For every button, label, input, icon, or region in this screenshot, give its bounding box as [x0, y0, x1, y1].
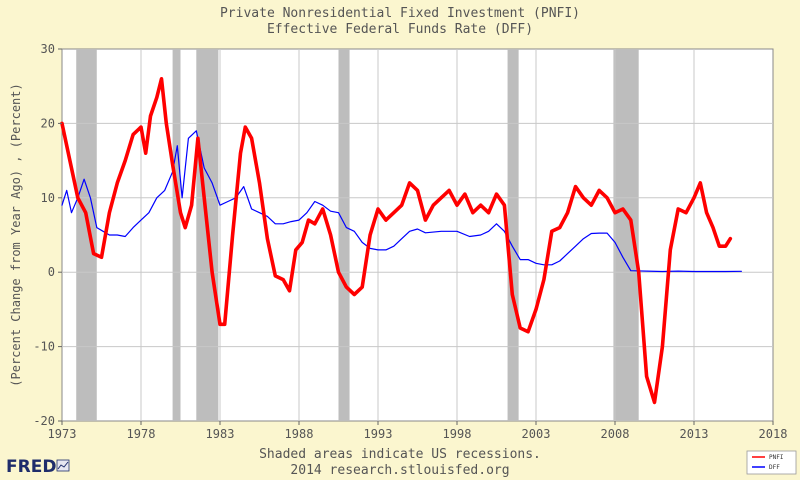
- recession-band-0: [76, 49, 97, 421]
- y-tick-label-1: -10: [33, 340, 55, 354]
- x-tick-label-0: 1973: [48, 427, 77, 441]
- fred-logo-text: FRED: [6, 457, 56, 477]
- footer-source: 2014 research.stlouisfed.org: [290, 463, 509, 478]
- legend-label-dff: DFF: [769, 464, 780, 471]
- x-tick-label-9: 2018: [759, 427, 788, 441]
- x-tick-label-2: 1983: [206, 427, 235, 441]
- y-tick-label-0: -20: [33, 414, 55, 428]
- chart-title: Private Nonresidential Fixed Investment …: [220, 6, 580, 21]
- recession-band-3: [338, 49, 350, 421]
- recession-band-4: [507, 49, 519, 421]
- x-tick-label-5: 1998: [443, 427, 472, 441]
- axis-ticks: 1973 1978 1983 1988 1993 1998 2003 2008 2013 2018…: [33, 42, 787, 441]
- series-line-pnfi: [60, 77, 733, 405]
- x-tick-label-7: 2008: [601, 427, 630, 441]
- x-tick-label-6: 2003: [522, 427, 551, 441]
- series-lines: [60, 77, 743, 405]
- chart-icon: [56, 459, 70, 472]
- fred-logo[interactable]: FRED: [6, 457, 70, 477]
- y-tick-label-2: 0: [48, 265, 55, 279]
- x-tick-label-3: 1988: [285, 427, 314, 441]
- x-tick-label-4: 1993: [364, 427, 393, 441]
- gridlines: [62, 49, 773, 421]
- recession-band-5: [613, 49, 639, 421]
- y-tick-label-3: 10: [41, 191, 55, 205]
- recession-band-1: [172, 49, 181, 421]
- legend-label-pnfi: PNFI: [769, 454, 784, 461]
- y-axis-label: (Percent Change from Year Ago) , (Percen…: [9, 83, 23, 386]
- series-line-dff: [61, 130, 743, 273]
- footer-recession-note: Shaded areas indicate US recessions.: [259, 447, 541, 462]
- legend: PNFI DFF: [746, 450, 797, 475]
- chart-subtitle: Effective Federal Funds Rate (DFF): [267, 22, 533, 37]
- y-tick-label-5: 30: [41, 42, 55, 56]
- x-tick-label-8: 2013: [680, 427, 709, 441]
- plot-area: [61, 48, 774, 422]
- x-tick-label-1: 1978: [127, 427, 156, 441]
- y-tick-label-4: 20: [41, 116, 55, 130]
